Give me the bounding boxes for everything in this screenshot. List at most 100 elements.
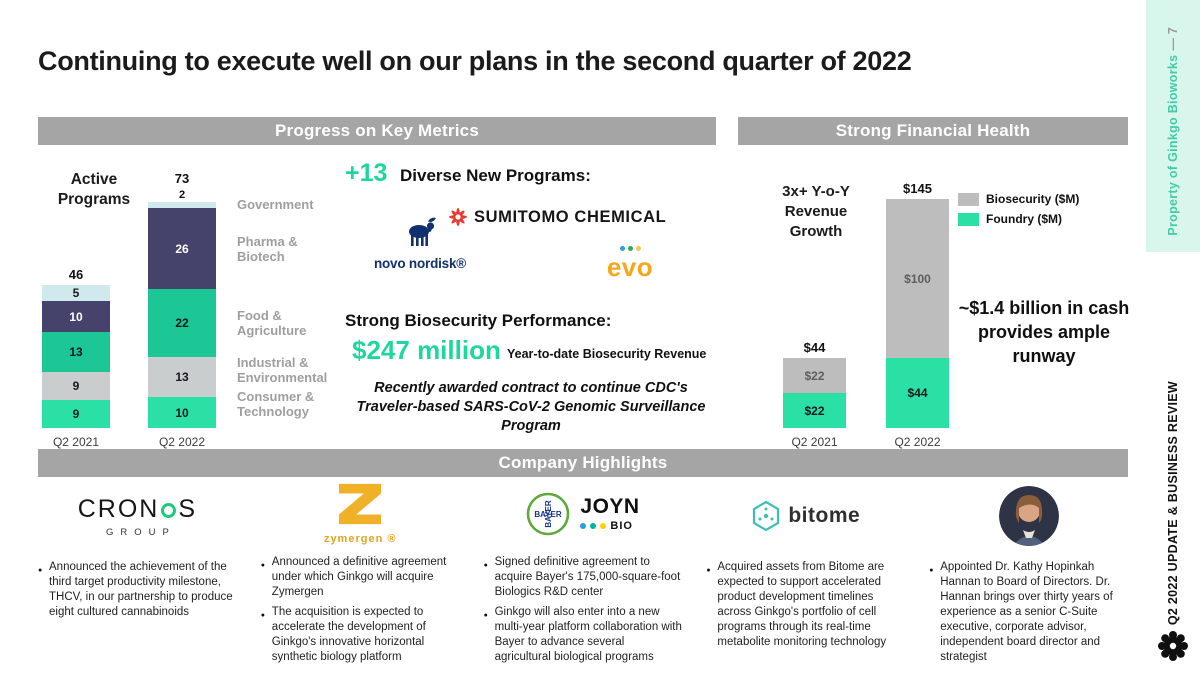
- bullet-item: Announced the achievement of the third t…: [38, 560, 237, 620]
- bar-column: $145 $100 $44 Q2 2022: [886, 181, 949, 449]
- bar-segment: 13: [42, 332, 110, 372]
- bar-total-label: 46: [68, 267, 84, 282]
- joyn-dots-icon: BIO: [580, 520, 639, 532]
- biosecurity-cdc-note: Recently awarded contract to continue CD…: [356, 380, 706, 434]
- ginkgo-gear-logo: [1156, 629, 1190, 668]
- bar-column: 73 2 26 22 13 10 Q2 2022: [148, 171, 216, 449]
- bayer-cross-icon: BAYER BAYER: [527, 492, 570, 535]
- bullet-item: The acquisition is expected to accelerat…: [261, 605, 460, 665]
- bar-column: 46 5 10 13 9 9 Q2 2021: [42, 267, 110, 449]
- evo-logo: evo: [596, 246, 664, 283]
- bullet-item: Signed definitive agreement to acquire B…: [484, 555, 683, 600]
- highlight-column-bitome: bitome Acquired assets from Bitome are e…: [706, 480, 905, 670]
- sumitomo-chemical-logo: SUMITOMO CHEMICAL: [448, 207, 666, 227]
- zymergen-logo: zymergen ®: [261, 480, 460, 547]
- section-header-financial: Strong Financial Health: [738, 117, 1128, 145]
- highlight-column-bayer-joyn: BAYER BAYER JOYN BIO Signed definitive a…: [484, 480, 683, 670]
- property-note: Property of Ginkgo Bioworks: [1166, 54, 1180, 236]
- bitome-logo: bitome: [706, 480, 905, 552]
- biosecurity-amount: $247 million: [352, 335, 501, 365]
- bullet-list-cronos: Announced the achievement of the third t…: [38, 560, 237, 625]
- cash-runway-callout: ~$1.4 billion in cash provides ample run…: [958, 298, 1130, 366]
- bar-segment: 9: [42, 400, 110, 428]
- bar-total-label: $145: [903, 181, 932, 196]
- bar-total-label: $44: [803, 340, 826, 355]
- cronos-group-text: GROUP: [105, 526, 176, 538]
- biosecurity-heading: Strong Biosecurity Performance:: [345, 311, 612, 330]
- bayer-text-vertical: BAYER: [544, 500, 553, 527]
- bullet-item: Ginkgo will also enter into a new multi-…: [484, 605, 683, 665]
- bar-segment: $22: [783, 358, 846, 393]
- biosecurity-swatch: [958, 192, 979, 206]
- bitome-logo-text: bitome: [788, 504, 861, 527]
- side-strip: Property of Ginkgo Bioworks — 7: [1146, 0, 1200, 252]
- bullet-list-zymergen: Announced a definitive agreement under w…: [261, 555, 460, 670]
- bayer-joyn-logo: BAYER BAYER JOYN BIO: [484, 480, 683, 547]
- foundry-swatch: [958, 212, 979, 226]
- legend-item-foundry: Foundry ($M): [958, 212, 1079, 226]
- highlight-column-board-appointment: Appointed Dr. Kathy Hopinkah Hannan to B…: [929, 480, 1128, 670]
- bar-segment: $22: [783, 393, 846, 428]
- page-number: — 7: [1166, 26, 1180, 51]
- bullet-list-board: Appointed Dr. Kathy Hopinkah Hannan to B…: [929, 560, 1128, 670]
- cronos-wordmark: CRON S: [78, 495, 197, 524]
- bar-segment: [148, 202, 216, 208]
- portrait-avatar-icon: [998, 486, 1059, 546]
- ginkgo-gear-icon: [1158, 631, 1188, 661]
- joyn-wordmark: JOYN: [580, 495, 640, 518]
- zymergen-logo-text: zymergen ®: [323, 533, 397, 545]
- sector-label-pharma-biotech: Pharma & Biotech: [237, 234, 298, 264]
- legend-label-biosecurity: Biosecurity ($M): [986, 192, 1080, 206]
- evo-dots-icon: [596, 246, 664, 251]
- novo-nordisk-logo: novo nordisk®: [366, 216, 474, 271]
- revenue-growth-callout: 3x+ Y-o-Y Revenue Growth: [782, 183, 850, 240]
- section-header-progress: Progress on Key Metrics: [38, 117, 716, 145]
- novo-nordisk-logo-text: novo nordisk®: [373, 256, 467, 271]
- zymergen-z-icon: [339, 483, 382, 525]
- cronos-group-logo: CRON S GROUP: [38, 480, 237, 552]
- bar-x-label: Q2 2021: [791, 435, 838, 449]
- bullet-item: Announced a definitive agreement under w…: [261, 555, 460, 600]
- legend-item-biosecurity: Biosecurity ($M): [958, 192, 1079, 206]
- chart-legend: Biosecurity ($M) Foundry ($M): [958, 192, 1079, 226]
- sector-label-industrial-environmental: Industrial & Environmental: [237, 355, 328, 385]
- section-header-highlights: Company Highlights: [38, 449, 1128, 477]
- sumitomo-logo-text: SUMITOMO CHEMICAL: [474, 207, 667, 226]
- side-note-bottom: Q2 2022 UPDATE & BUSINESS REVIEW: [1166, 380, 1180, 625]
- bar-segment-label: 2: [178, 189, 186, 201]
- highlight-column-zymergen: zymergen ® Announced a definitive agreem…: [261, 480, 460, 670]
- bar-segment: 10: [148, 397, 216, 428]
- page-title: Continuing to execute well on our plans …: [38, 46, 912, 76]
- biosecurity-amount-caption: Year-to-date Biosecurity Revenue: [507, 347, 707, 361]
- bar-stack: 26 22 13 10: [148, 202, 216, 428]
- highlight-column-cronos: CRON S GROUP Announced the achievement of…: [38, 480, 237, 670]
- active-programs-title: Active Programs: [57, 171, 131, 208]
- bar-segment: 22: [148, 289, 216, 357]
- bar-x-label: Q2 2022: [158, 435, 206, 449]
- active-programs-chart: 46 5 10 13 9 9 Q2 2021 73 2 26 22 13 10 Q2 2022: [38, 170, 268, 449]
- bayer-text-horizontal: BAYER: [535, 509, 562, 518]
- bullet-list-bayer: Signed definitive agreement to acquire B…: [484, 555, 683, 670]
- bar-segment: $44: [886, 358, 949, 428]
- cronos-o-ring-icon: [161, 502, 177, 518]
- legend-label-foundry: Foundry ($M): [986, 212, 1062, 226]
- bar-segment: 5: [42, 285, 110, 301]
- bar-column: $44 $22 $22 Q2 2021: [783, 340, 846, 449]
- sector-label-food-agriculture: Food & Agriculture: [237, 308, 307, 338]
- joyn-bio-text: BIO: [610, 520, 633, 532]
- bar-segment: $100: [886, 199, 949, 358]
- new-programs-heading: Diverse New Programs:: [400, 166, 591, 185]
- bullet-item: Appointed Dr. Kathy Hopinkah Hannan to B…: [929, 560, 1128, 665]
- side-footer: Q2 2022 UPDATE & BUSINESS REVIEW: [1146, 381, 1200, 625]
- cronos-word-end: S: [178, 494, 198, 523]
- bar-x-label: Q2 2022: [894, 435, 941, 449]
- bar-x-label: Q2 2021: [52, 435, 100, 449]
- bar-segment: 26: [148, 208, 216, 289]
- bar-stack: 5 10 13 9 9: [42, 285, 110, 428]
- bar-segment: 9: [42, 372, 110, 400]
- cronos-word-start: CRON: [77, 494, 160, 523]
- bar-segment: 10: [42, 301, 110, 332]
- bar-stack: $22 $22: [783, 358, 846, 428]
- bullet-list-bitome: Acquired assets from Bitome are expected…: [706, 560, 905, 655]
